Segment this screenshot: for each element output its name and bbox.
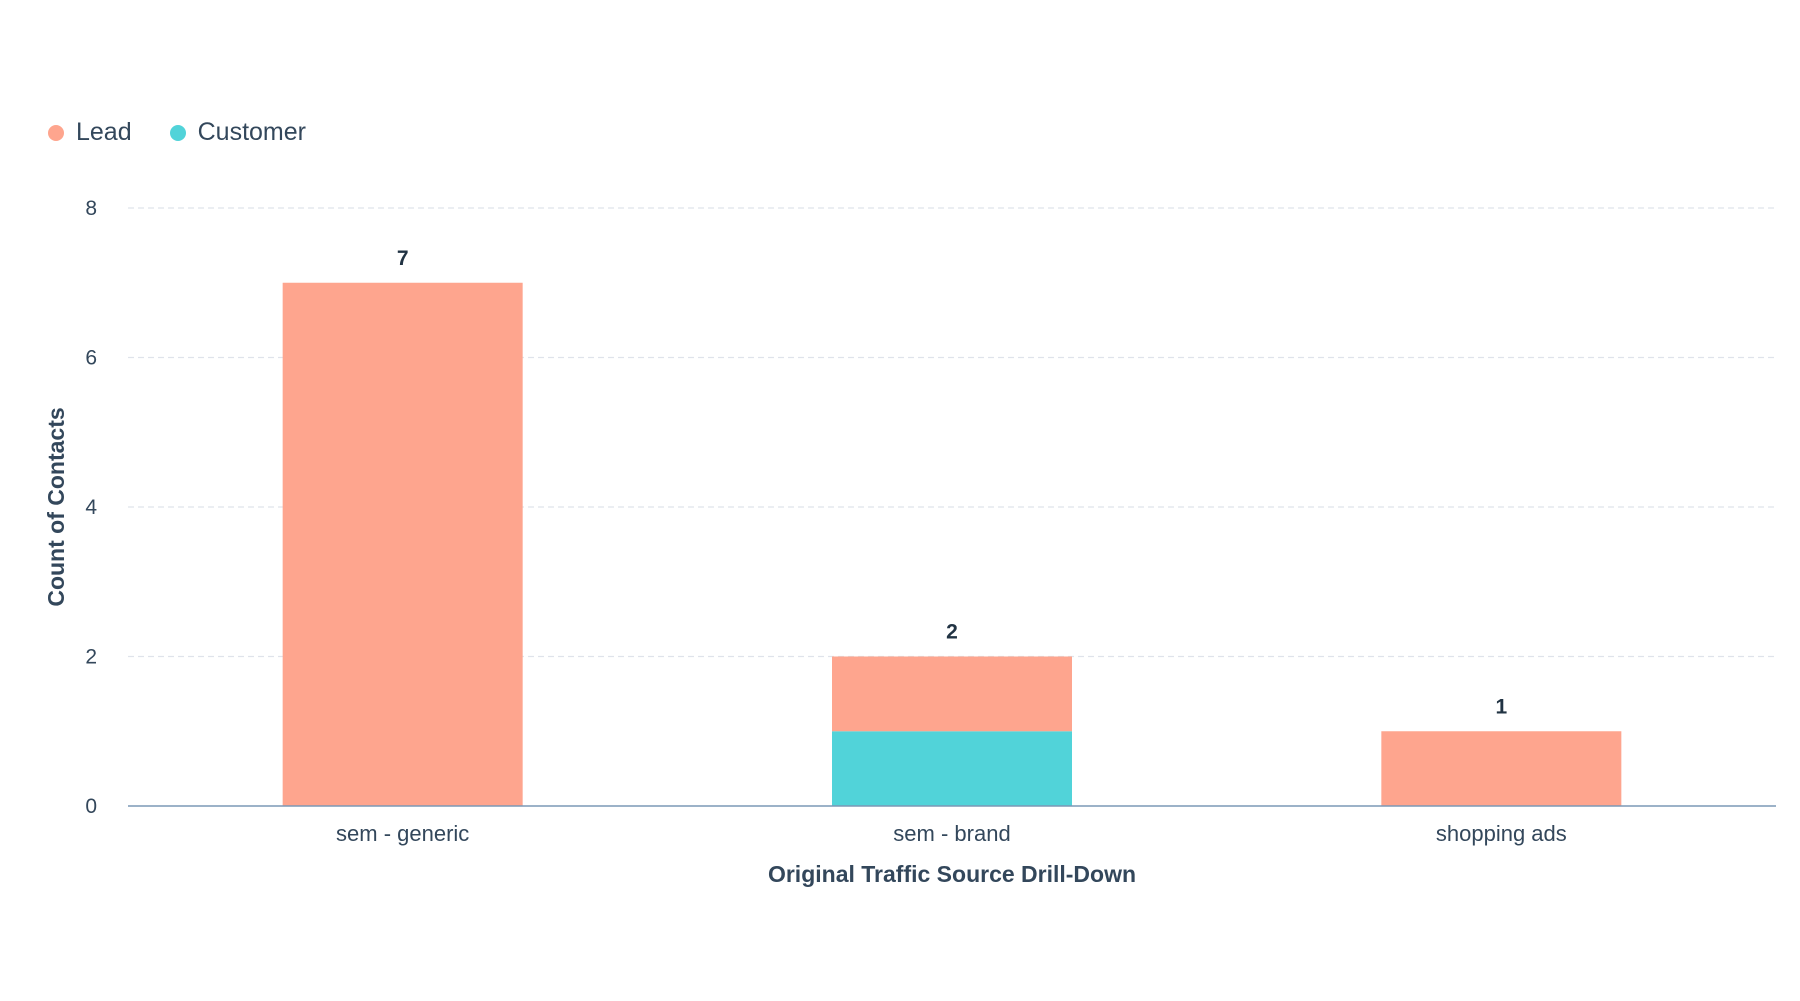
bar-lead-0 xyxy=(282,282,523,806)
x-axis-title: Original Traffic Source Drill-Down xyxy=(768,861,1136,887)
y-axis-title: Count of Contacts xyxy=(43,407,69,606)
legend-label-customer: Customer xyxy=(197,118,306,146)
bars xyxy=(282,282,1622,806)
bar-lead-1 xyxy=(832,656,1072,732)
x-tick-label-2: shopping ads xyxy=(1436,821,1567,846)
bar-lead-2 xyxy=(1381,731,1622,806)
data-label-0: 7 xyxy=(397,247,409,270)
legend-item-customer[interactable]: Customer xyxy=(169,118,306,147)
y-tick-label-2: 2 xyxy=(85,646,97,669)
legend-marker-customer xyxy=(169,124,186,141)
data-label-1: 2 xyxy=(946,621,958,644)
x-tick-label-1: sem - brand xyxy=(893,821,1010,846)
chart-legend: Lead Customer xyxy=(48,118,306,147)
bar-customer-1 xyxy=(832,731,1072,806)
x-tick-label-0: sem - generic xyxy=(336,821,469,846)
legend-label-lead: Lead xyxy=(76,118,132,146)
data-label-2: 1 xyxy=(1495,695,1507,718)
y-tick-label-8: 8 xyxy=(85,197,97,220)
y-tick-label-4: 4 xyxy=(85,496,97,519)
labels: 0 2 4 6 8 7 sem - generic 2 sem - brand 1 shopping… xyxy=(85,197,1566,846)
legend-item-lead[interactable]: Lead xyxy=(48,118,132,147)
legend-marker-lead xyxy=(48,124,64,141)
y-tick-label-0: 0 xyxy=(85,795,97,818)
y-tick-label-6: 6 xyxy=(85,347,97,370)
